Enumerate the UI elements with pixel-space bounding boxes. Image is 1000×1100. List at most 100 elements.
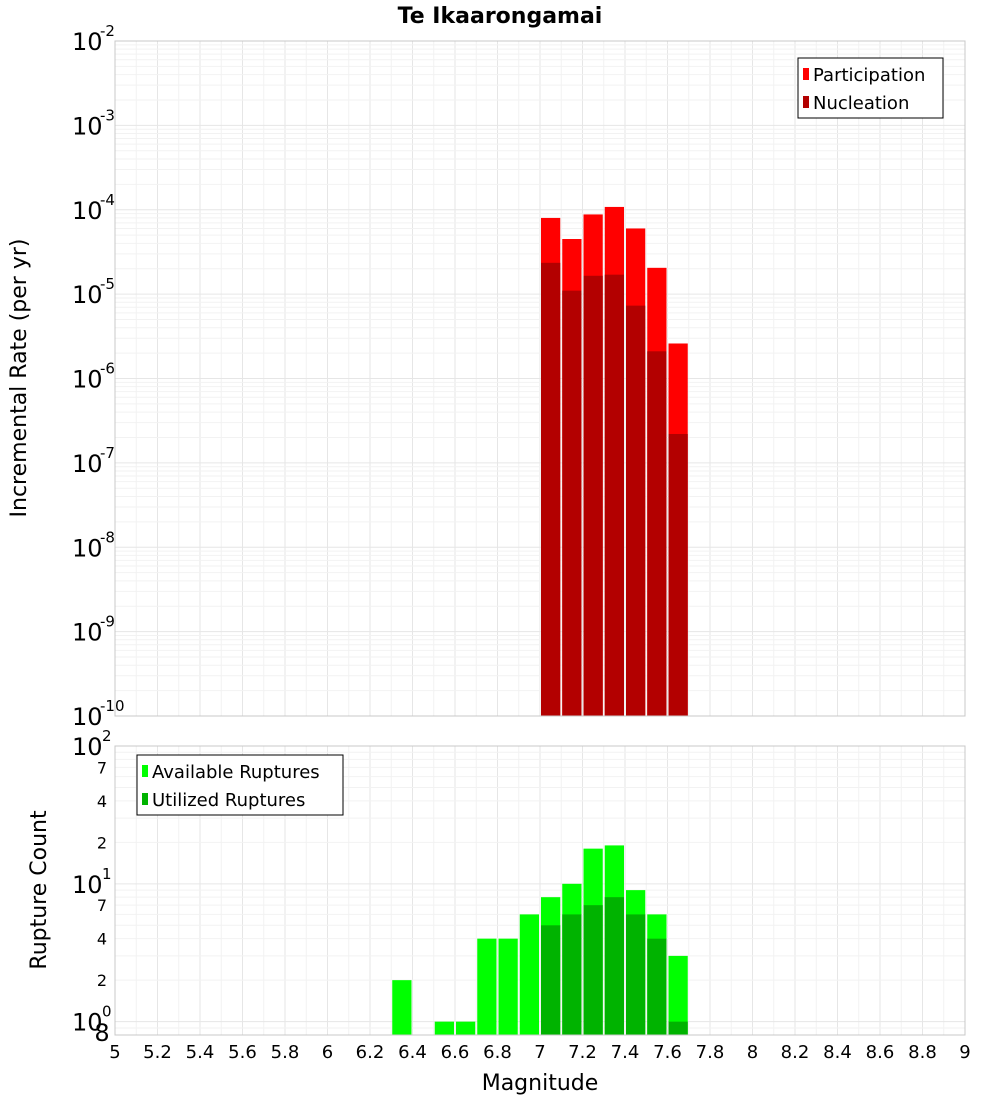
x-tick-label: 6.8: [483, 1042, 512, 1063]
x-tick-label: 8.4: [823, 1042, 852, 1063]
legend-label: Utilized Ruptures: [152, 790, 305, 811]
x-tick-label: 7.6: [653, 1042, 682, 1063]
rate-legend: Participation Nucleation: [797, 57, 944, 119]
y-tick-label: 10-3: [72, 106, 115, 140]
x-tick-label: 9: [959, 1042, 970, 1063]
y-tick-exponent: -10: [100, 697, 125, 715]
bar-utilized-ruptures: [541, 925, 561, 1035]
chart-title: Te Ikaarongamai: [398, 4, 603, 29]
legend-swatch: [142, 793, 148, 805]
bar-nucleation: [604, 274, 624, 716]
x-tick-label: 8.8: [908, 1042, 937, 1063]
count-plot-frame: [114, 745, 966, 1036]
y-minor-tick-label: 2: [97, 971, 107, 990]
y-minor-tick-label: 7: [97, 896, 107, 915]
bar-utilized-ruptures: [626, 914, 646, 1035]
y-tick-exponent: -9: [100, 613, 115, 631]
y-tick-label: 10 1: [72, 865, 112, 899]
legend-label: Nucleation: [813, 93, 909, 114]
count-bars: [392, 845, 688, 1035]
y-tick-base: 10: [72, 733, 103, 761]
bar-available-ruptures: [392, 980, 412, 1035]
x-tick-label: 7: [534, 1042, 545, 1063]
bar-nucleation: [541, 262, 561, 716]
x-tick-label: 7.4: [611, 1042, 640, 1063]
bar-utilized-ruptures: [668, 1021, 688, 1035]
rate-plot-frame: [114, 40, 966, 717]
rate-bars: [541, 206, 688, 717]
bar-available-ruptures: [456, 1021, 476, 1035]
x-tick-label: 7.8: [696, 1042, 725, 1063]
magnitude-x-axis-label: Magnitude: [482, 1071, 599, 1096]
y-tick-label: 10-2: [72, 22, 115, 56]
y-tick-exponent: 1: [102, 865, 112, 883]
y-tick-label: 10 2: [72, 727, 112, 761]
bar-utilized-ruptures: [583, 905, 603, 1035]
x-tick-label: 6.4: [398, 1042, 427, 1063]
x-tick-label: 5.6: [228, 1042, 257, 1063]
bar-nucleation: [626, 305, 646, 716]
y-tick-exponent: -2: [100, 22, 115, 40]
x-tick-label: 5: [109, 1042, 120, 1063]
x-tick-label: 8.2: [781, 1042, 810, 1063]
bar-utilized-ruptures: [647, 938, 667, 1035]
y-tick-base: 10: [72, 366, 103, 394]
y-tick-label: 10 0: [72, 1003, 112, 1037]
x-tick-label: 6.2: [356, 1042, 385, 1063]
y-minor-tick-label: 7: [97, 758, 107, 777]
count-y-axis-label: Rupture Count: [27, 810, 52, 970]
y-tick-exponent: 0: [102, 1003, 112, 1021]
bar-available-ruptures: [477, 938, 497, 1035]
legend-box: [797, 57, 944, 119]
legend-label: Available Ruptures: [152, 762, 320, 783]
y-tick-base: 10: [72, 619, 103, 647]
y-minor-tick-label: 4: [97, 792, 107, 811]
bar-available-ruptures: [668, 955, 688, 1035]
x-tick-label: 8.6: [866, 1042, 895, 1063]
y-tick-label: 10-4: [72, 191, 115, 225]
legend-box: [136, 754, 344, 816]
x-tick-label: 6: [322, 1042, 333, 1063]
bar-utilized-ruptures: [604, 897, 624, 1035]
bar-available-ruptures: [498, 938, 518, 1035]
y-tick-label: 10-7: [72, 444, 115, 478]
y-tick-label: 10-8: [72, 528, 115, 562]
y-tick-exponent: -3: [100, 106, 115, 124]
y-tick-base: 10: [72, 534, 103, 562]
x-tick-label: 5.2: [143, 1042, 172, 1063]
x-tick-label: 5.8: [271, 1042, 300, 1063]
bar-nucleation: [583, 275, 603, 716]
y-tick-base: 10: [72, 450, 103, 478]
y-tick-base: 10: [72, 281, 103, 309]
x-tick-label: 7.2: [568, 1042, 597, 1063]
magnitude-x-ticks: 5 5.2 5.4 5.6 5.8 6 6.2 6.4 6.6 6.8 7 7.2 7.4 7.6 7.8 8…: [109, 1042, 970, 1063]
y-minor-tick-label: 2: [97, 833, 107, 852]
y-tick-exponent: -6: [100, 360, 115, 378]
bar-nucleation: [562, 290, 582, 716]
rate-grid: [114, 40, 966, 717]
x-tick-label: 8: [747, 1042, 758, 1063]
y-tick-label: 10-10: [72, 697, 125, 731]
x-tick-label: 5.4: [186, 1042, 215, 1063]
bar-available-ruptures: [434, 1021, 454, 1035]
y-tick-base: 10: [72, 1009, 103, 1037]
y-tick-base: 10: [72, 112, 103, 140]
y-minor-tick-label: 8: [94, 1019, 109, 1047]
legend-swatch: [142, 765, 148, 777]
bar-utilized-ruptures: [562, 914, 582, 1035]
legend-swatch: [803, 96, 809, 108]
rate-y-axis-label: Incremental Rate (per yr): [7, 239, 32, 518]
legend-label: Participation: [813, 65, 925, 86]
y-tick-exponent: -7: [100, 444, 115, 462]
bar-nucleation: [647, 351, 667, 716]
bar-available-ruptures: [519, 914, 539, 1035]
y-tick-exponent: 2: [102, 727, 112, 745]
y-tick-base: 10: [72, 871, 103, 899]
legend-swatch: [803, 68, 809, 80]
y-minor-tick-label: 4: [97, 930, 107, 949]
y-tick-exponent: -5: [100, 275, 115, 293]
